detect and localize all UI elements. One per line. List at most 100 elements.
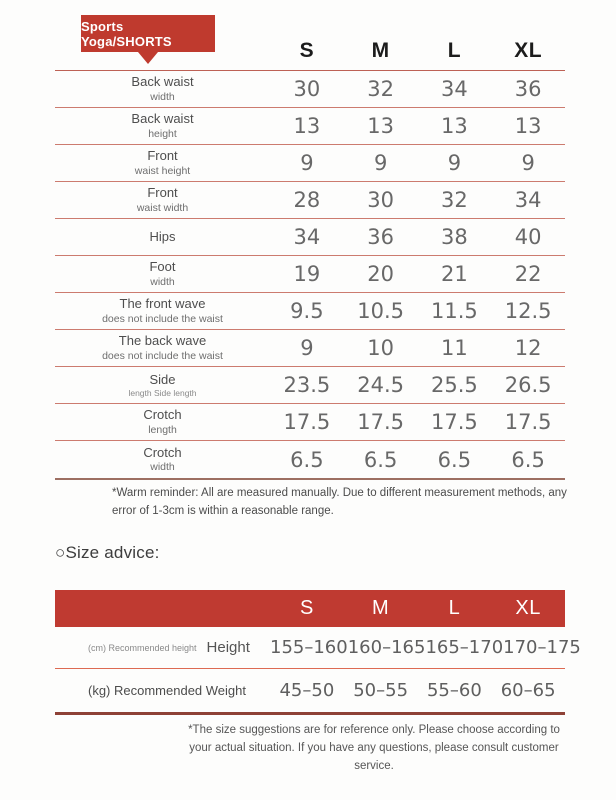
row-value-s: 13 [293, 114, 321, 138]
size-advice-heading: ○Size advice: [55, 543, 160, 563]
row-value-s: 34 [293, 225, 321, 249]
row-value-l: 34 [441, 77, 468, 101]
row-label: Back waist width [55, 74, 270, 103]
size-advice-table: S M L XL (cm) Recommended height Height … [55, 590, 581, 715]
warm-reminder-note: *Warm reminder: All are measured manuall… [112, 487, 567, 517]
row-value-m: 30 [367, 188, 394, 212]
row-value-m: 13 [367, 114, 394, 138]
row-label: Crotch length [55, 407, 270, 436]
row-label: Back waist height [55, 111, 270, 140]
size-advice-title: Size advice: [65, 543, 160, 562]
product-badge-label: Sports Yoga/SHORTS [81, 18, 172, 49]
row-value-xl: 26.5 [504, 373, 552, 397]
row-label-line2: width [150, 461, 175, 474]
row-label-line1: Back waist [131, 74, 194, 90]
row-label-line1: Front [147, 148, 178, 164]
row-label-line1: Side [149, 371, 176, 387]
row-value-m: 9 [373, 151, 388, 175]
row-value-l: 9 [447, 151, 462, 175]
row-label-line2: does not include the waist [102, 349, 223, 362]
table-row: Back waist height 13 13 13 13 [55, 108, 565, 145]
height-label: Height [206, 639, 250, 656]
row-label: Hips [55, 229, 270, 245]
row-label: The front wave does not include the wais… [55, 296, 270, 325]
row-label: Front waist width [55, 185, 270, 214]
table-row: Crotch length 17.5 17.5 17.5 17.5 [55, 404, 565, 441]
product-badge-box: Sports Yoga/SHORTS [81, 15, 215, 52]
row-value-s: 23.5 [283, 373, 331, 397]
row-value-m: 10 [367, 336, 394, 360]
column-header-s: S [299, 38, 315, 62]
badge-pointer-icon [138, 52, 158, 64]
table-row: Back waist width 30 32 34 36 [55, 71, 565, 108]
row-value-m: 32 [367, 77, 394, 101]
table-row: Front waist width 28 30 32 34 [55, 182, 565, 219]
table-row: Side length Side length 23.5 24.5 25.5 2… [55, 367, 565, 404]
row-label: Front waist height [55, 148, 270, 177]
row-value-xl: 12 [514, 336, 542, 360]
measurement-table-header: S M L XL [55, 31, 565, 71]
row-value-m: 10.5 [357, 299, 404, 323]
row-label-line1: Crotch [143, 407, 182, 423]
row-value-xl: 12.5 [504, 299, 552, 323]
row-value-s: 6.5 [290, 447, 324, 472]
size-advice-header-band: S M L XL [55, 590, 565, 627]
advice-column-l: L [448, 597, 461, 619]
row-value-xl: 34 [514, 188, 542, 212]
row-label-line1: Front [147, 185, 178, 201]
column-header-l: L [447, 38, 462, 62]
row-value-s: 28 [293, 188, 321, 212]
row-value-s: 19 [293, 262, 321, 286]
height-value-xl: 170–175 [503, 637, 581, 658]
table-row: Front waist height 9 9 9 9 [55, 145, 565, 182]
row-label-line2: length [148, 423, 177, 436]
row-value-m: 17.5 [357, 410, 404, 434]
row-label-line2: width [150, 275, 175, 288]
row-label: Side length Side length [55, 372, 270, 399]
row-value-m: 6.5 [363, 447, 398, 472]
row-value-l: 21 [441, 262, 468, 286]
advice-column-xl: XL [515, 597, 541, 619]
row-value-l: 17.5 [430, 410, 478, 434]
height-row-label: (cm) Recommended height Height [55, 639, 270, 656]
table-row: The front wave does not include the wais… [55, 293, 565, 330]
row-value-l: 13 [441, 114, 468, 138]
row-label-line1: Foot [149, 259, 176, 275]
row-label: Foot width [55, 259, 270, 288]
table-row: Crotch width 6.5 6.5 6.5 6.5 [55, 441, 565, 478]
row-value-s: 9 [300, 151, 314, 175]
row-value-s: 17.5 [283, 410, 331, 434]
table-row: Hips 34 36 38 40 [55, 219, 565, 256]
row-value-m: 36 [367, 225, 394, 249]
row-value-l: 11 [441, 336, 468, 360]
row-value-xl: 40 [514, 225, 542, 249]
row-value-s: 9.5 [290, 299, 324, 323]
row-label-line2: width [150, 90, 175, 103]
row-label-line2: does not include the waist [102, 312, 223, 325]
row-value-l: 11.5 [430, 299, 478, 323]
row-value-l: 25.5 [430, 373, 478, 397]
row-value-xl: 22 [514, 262, 542, 286]
measurement-table-body: Back waist width 30 32 34 36 Back waist … [55, 71, 565, 478]
height-unit-label: (cm) Recommended height [88, 642, 197, 653]
row-label-line2: height [148, 127, 177, 140]
row-value-s: 30 [293, 77, 321, 101]
weight-value-xl: 60–65 [500, 680, 556, 701]
height-value-s: 155–160 [270, 637, 348, 658]
row-value-xl: 17.5 [504, 410, 552, 434]
row-value-xl: 36 [514, 77, 542, 101]
row-label-line1: Hips [149, 228, 176, 244]
column-header-xl: XL [514, 38, 543, 62]
recommended-weight-row: (kg) Recommended Weight 45–50 50–55 55–6… [55, 669, 565, 712]
product-badge: Sports Yoga/SHORTS [81, 15, 215, 64]
row-value-xl: 13 [514, 114, 542, 138]
row-label-line1: Back waist [131, 111, 194, 127]
measurement-table: S M L XL Back waist width 30 32 34 36 Ba… [55, 31, 565, 480]
row-value-xl: 9 [521, 151, 535, 175]
row-label-line1: Crotch [143, 444, 182, 460]
row-label-line1: The front wave [119, 296, 206, 312]
row-label-line2: waist width [136, 201, 189, 214]
row-value-xl: 6.5 [511, 447, 545, 472]
circle-icon: ○ [55, 543, 66, 562]
